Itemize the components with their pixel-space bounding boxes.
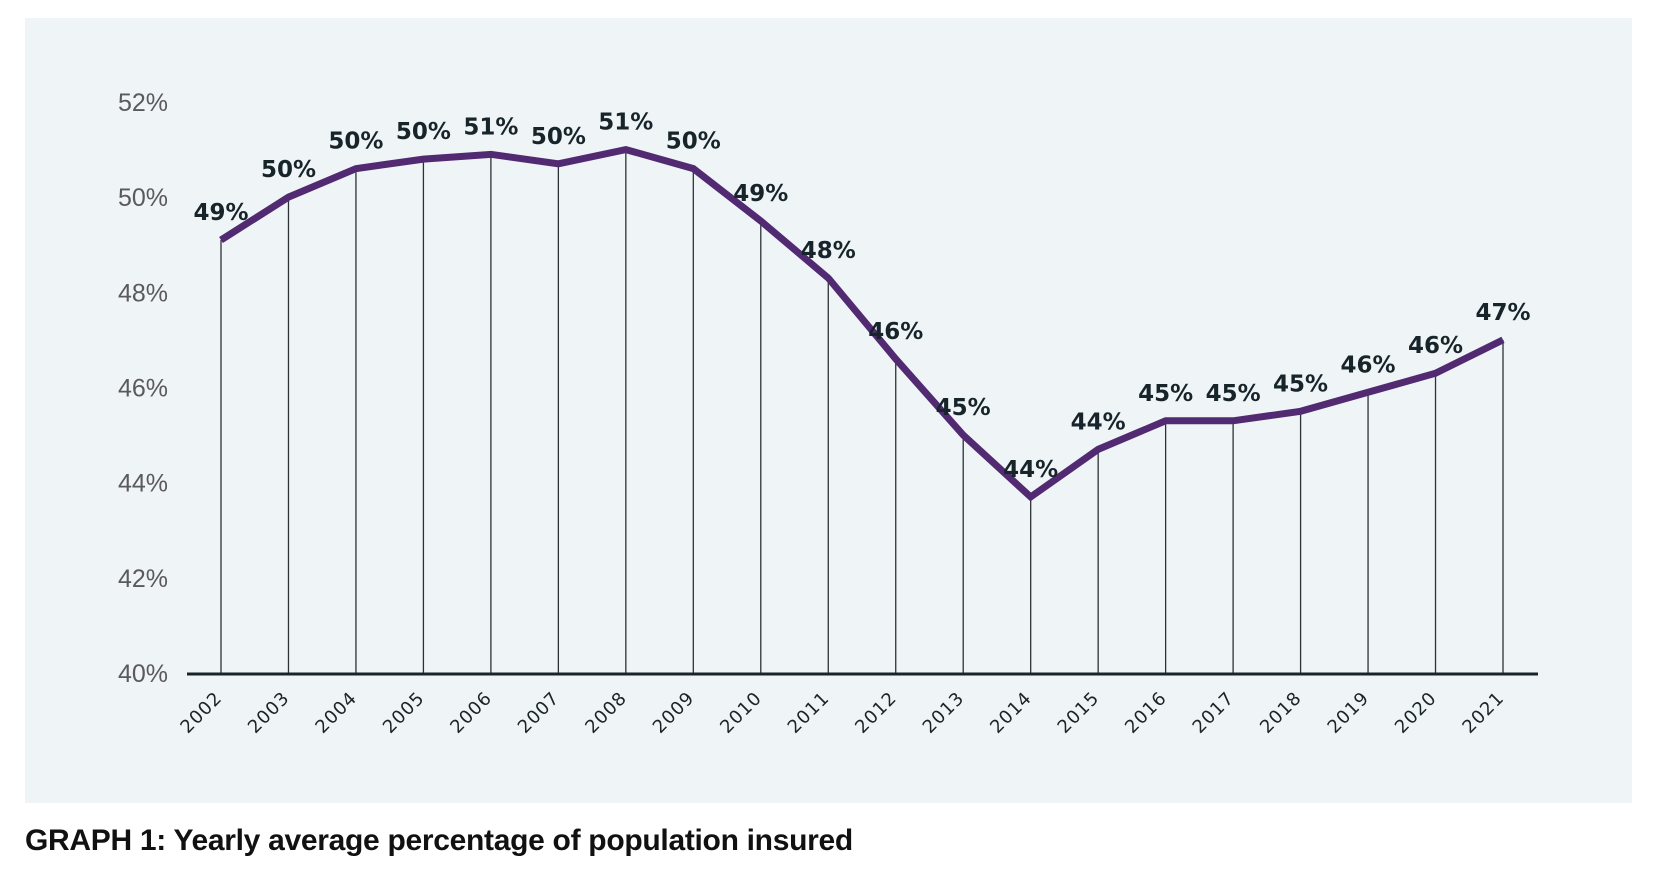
data-labels: 49% 50% 50% 50% 51% 50% 51% 50% 49% 48% 46% 45% 44% 4… <box>193 110 1530 483</box>
x-tick-label: 2020 <box>1391 688 1441 738</box>
x-tick-label: 2019 <box>1324 688 1374 738</box>
data-label: 45% <box>936 395 991 421</box>
y-tick-label: 52% <box>118 89 168 117</box>
data-label: 44% <box>1071 409 1126 435</box>
drop-lines <box>220 149 1504 673</box>
x-tick-label: 2011 <box>784 688 834 738</box>
x-tick-label: 2003 <box>244 688 294 738</box>
y-axis-ticks: 40% 42% 44% 46% 48% 50% 52% <box>118 89 168 688</box>
data-label: 45% <box>1138 381 1193 407</box>
data-label: 51% <box>598 110 653 136</box>
y-tick-label: 44% <box>118 470 168 498</box>
x-tick-label: 2010 <box>716 688 766 738</box>
data-label: 46% <box>1408 333 1463 359</box>
x-tick-label: 2004 <box>311 688 361 738</box>
data-label: 50% <box>328 129 383 155</box>
data-label: 44% <box>1003 457 1058 483</box>
x-tick-label: 2006 <box>446 688 496 738</box>
y-tick-label: 50% <box>118 184 168 212</box>
x-axis-ticks: 2002 2003 2004 2005 2006 2007 2008 2009 2010 2011… <box>176 688 1508 738</box>
x-tick-label: 2009 <box>649 688 699 738</box>
y-tick-label: 48% <box>118 279 168 307</box>
data-label: 49% <box>193 200 248 226</box>
x-tick-label: 2016 <box>1121 688 1171 738</box>
x-tick-label: 2008 <box>581 688 631 738</box>
x-tick-label: 2007 <box>514 688 564 738</box>
x-tick-label: 2012 <box>851 688 901 738</box>
x-tick-label: 2021 <box>1458 688 1508 738</box>
data-label: 46% <box>1341 352 1396 378</box>
data-label: 51% <box>463 114 518 140</box>
data-label: 45% <box>1273 371 1328 397</box>
chart-caption: GRAPH 1: Yearly average percentage of po… <box>25 824 853 857</box>
data-label: 47% <box>1475 300 1530 326</box>
x-tick-label: 2013 <box>919 688 969 738</box>
x-tick-label: 2014 <box>986 688 1036 738</box>
data-label: 50% <box>261 157 316 183</box>
data-label: 49% <box>733 181 788 207</box>
x-tick-label: 2005 <box>379 688 429 738</box>
data-label: 46% <box>868 319 923 345</box>
data-label: 50% <box>531 124 586 150</box>
x-tick-label: 2018 <box>1256 688 1306 738</box>
x-tick-label: 2002 <box>176 688 226 738</box>
x-tick-label: 2015 <box>1054 688 1104 738</box>
data-label: 45% <box>1206 381 1261 407</box>
data-label: 50% <box>396 119 451 145</box>
data-label: 48% <box>801 238 856 264</box>
series-line <box>219 145 1505 502</box>
data-label: 50% <box>666 129 721 155</box>
x-tick-label: 2017 <box>1189 688 1239 738</box>
y-tick-label: 40% <box>118 660 168 688</box>
y-tick-label: 42% <box>118 565 168 593</box>
y-tick-label: 46% <box>118 375 168 403</box>
